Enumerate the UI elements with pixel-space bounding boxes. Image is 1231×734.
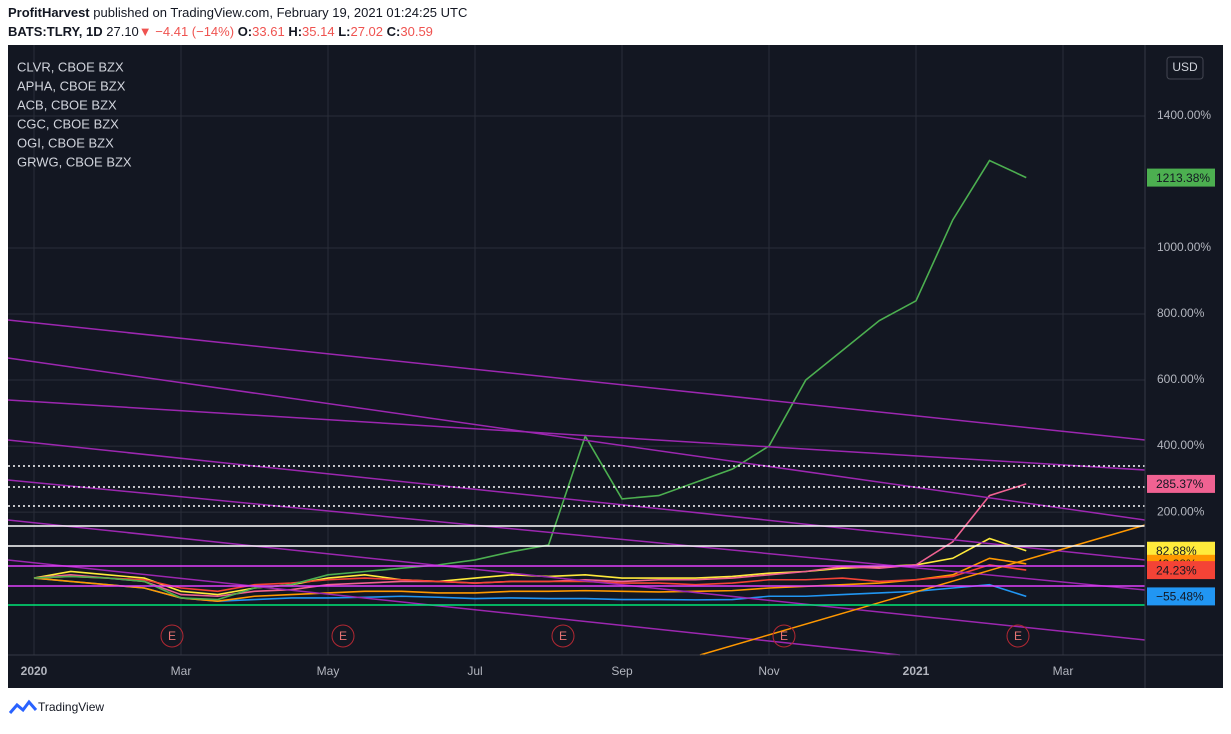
x-tick-label: Mar bbox=[1053, 664, 1074, 678]
l-label: L: bbox=[338, 24, 350, 39]
x-tick-label: Nov bbox=[758, 664, 779, 678]
last: 27.10 bbox=[106, 24, 139, 39]
x-tick-label: Mar bbox=[171, 664, 192, 678]
earnings-label: E bbox=[339, 629, 347, 643]
earnings-icon bbox=[551, 624, 575, 648]
y-tick-label: 600.00% bbox=[1157, 372, 1205, 386]
h-label: H: bbox=[288, 24, 302, 39]
x-tick-label: 2021 bbox=[903, 664, 930, 678]
y-tick-label: 1400.00% bbox=[1157, 108, 1211, 122]
o: 33.61 bbox=[252, 24, 285, 39]
y-tick-label: 800.00% bbox=[1157, 306, 1205, 320]
last-value-label: 285.37% bbox=[1156, 477, 1204, 491]
o-label: O: bbox=[238, 24, 252, 39]
last-value-tag bbox=[1147, 474, 1215, 493]
earnings-label: E bbox=[559, 629, 567, 643]
trend-line bbox=[7, 357, 1146, 521]
legend-entry: OGI, CBOE BZX bbox=[17, 135, 114, 150]
last-value-label: −55.48% bbox=[1156, 590, 1204, 604]
trend-line bbox=[7, 559, 901, 656]
last-value-tag bbox=[1147, 587, 1215, 606]
c: 30.59 bbox=[400, 24, 433, 39]
trend-line bbox=[7, 479, 1146, 591]
x-tick-label: 2020 bbox=[21, 664, 48, 678]
earnings-label: E bbox=[780, 629, 788, 643]
earnings-label: E bbox=[1014, 629, 1022, 643]
last-value-label: 24.23% bbox=[1156, 563, 1197, 577]
earnings-icon bbox=[1006, 624, 1030, 648]
x-tick-label: May bbox=[317, 664, 340, 678]
last-value-label: 1213.38% bbox=[1156, 171, 1210, 185]
series-line bbox=[33, 564, 1027, 593]
y-tick-label: 400.00% bbox=[1157, 438, 1205, 452]
earnings bbox=[160, 624, 1030, 648]
y-tick-label: 200.00% bbox=[1157, 504, 1205, 518]
currency: USD bbox=[1172, 60, 1198, 74]
x-tick-label: Jul bbox=[467, 664, 482, 678]
currency-button[interactable] bbox=[1166, 56, 1204, 80]
last-value-tag bbox=[1147, 168, 1215, 187]
earnings-icon bbox=[772, 624, 796, 648]
legend-entry: ACB, CBOE BZX bbox=[17, 97, 117, 112]
trend-line bbox=[7, 439, 1146, 561]
legend-entry: APHA, CBOE BZX bbox=[17, 78, 126, 93]
legend-entry: GRWG, CBOE BZX bbox=[17, 154, 132, 169]
published: published on TradingView.com, February 1… bbox=[93, 5, 467, 20]
last-value-label: 82.88% bbox=[1156, 544, 1197, 558]
legend-entry: CGC, CBOE BZX bbox=[17, 116, 119, 131]
symbol-line: BATS:TLRY, 1D 27.10▼ −4.41 (−14%) O:33.6… bbox=[8, 24, 433, 39]
change: ▼ −4.41 (−14%) bbox=[139, 24, 234, 39]
c-label: C: bbox=[387, 24, 401, 39]
symbol: BATS:TLRY, 1D bbox=[8, 24, 103, 39]
series-line bbox=[33, 159, 1027, 601]
trend-line bbox=[7, 519, 1146, 641]
earnings-labels: E E E E E bbox=[168, 629, 1022, 643]
drawings bbox=[7, 319, 1146, 656]
last-value-tag bbox=[1147, 561, 1215, 580]
author: ProfitHarvest bbox=[8, 5, 90, 20]
h: 35.14 bbox=[302, 24, 335, 39]
earnings-icon bbox=[160, 624, 184, 648]
earnings-icon bbox=[331, 624, 355, 648]
y-tick-label: 1000.00% bbox=[1157, 240, 1211, 254]
series-line bbox=[33, 557, 1027, 603]
header-line: ProfitHarvest published on TradingView.c… bbox=[8, 5, 467, 20]
l: 27.02 bbox=[350, 24, 383, 39]
legend-entry: CLVR, CBOE BZX bbox=[17, 59, 124, 74]
trend-line bbox=[7, 319, 1146, 441]
footer: TradingView bbox=[38, 700, 104, 714]
logo bbox=[8, 699, 38, 714]
x-tick-label: Sep bbox=[611, 664, 633, 678]
trend-line bbox=[7, 399, 1146, 471]
earnings-label: E bbox=[168, 629, 176, 643]
